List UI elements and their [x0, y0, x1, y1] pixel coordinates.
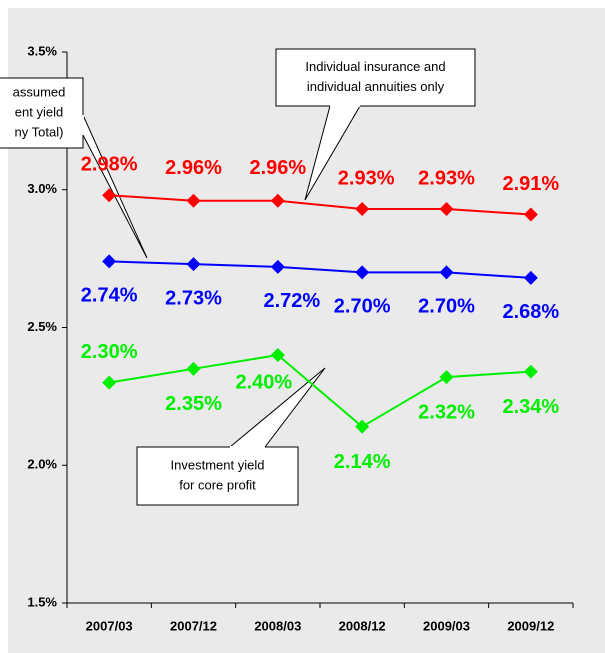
data-label: 2.74%	[81, 285, 138, 307]
data-point	[270, 348, 285, 363]
data-point	[270, 259, 285, 274]
data-label: 2.93%	[418, 167, 475, 189]
series-line	[109, 260, 531, 279]
annotation: assumed	[13, 84, 66, 99]
data-label: 2.14%	[334, 451, 391, 473]
data-label: 2.35%	[165, 393, 222, 415]
data-label: 2.70%	[418, 296, 475, 318]
x-tick-label: 2007/03	[86, 618, 133, 633]
y-tick-label: 2.0%	[27, 457, 57, 472]
annotation: individual annuities only	[307, 79, 445, 94]
callout-box	[136, 446, 299, 506]
data-point	[355, 265, 370, 280]
data-point	[102, 188, 117, 203]
x-tick-label: 2007/12	[170, 618, 217, 633]
data-point	[355, 202, 370, 217]
data-point	[439, 202, 454, 217]
data-point	[439, 370, 454, 385]
data-label: 2.93%	[338, 167, 395, 189]
data-point	[523, 364, 538, 379]
data-label: 2.40%	[235, 371, 292, 393]
data-point	[270, 193, 285, 208]
y-tick-label: 1.5%	[27, 594, 57, 609]
data-label: 2.96%	[249, 157, 306, 179]
data-label: 2.72%	[263, 290, 320, 312]
data-point	[186, 193, 201, 208]
x-tick-label: 2008/03	[254, 618, 301, 633]
data-point	[186, 257, 201, 272]
series-line	[109, 353, 531, 428]
data-point	[523, 270, 538, 285]
callout-box	[0, 77, 84, 149]
annotation: Investment yield	[171, 457, 265, 472]
x-tick-label: 2009/12	[507, 618, 554, 633]
data-label: 2.91%	[502, 173, 559, 195]
annotation: Individual insurance and	[305, 59, 445, 74]
y-tick-label: 2.5%	[27, 319, 57, 334]
data-point	[439, 265, 454, 280]
data-label: 2.32%	[418, 401, 475, 423]
annotation: for core profit	[179, 477, 256, 492]
data-label: 2.96%	[165, 157, 222, 179]
data-label: 2.70%	[334, 296, 391, 318]
chart-background	[8, 8, 605, 653]
data-label: 2.98%	[81, 154, 138, 176]
callout-box	[275, 48, 476, 107]
data-point	[186, 361, 201, 376]
data-point	[102, 254, 117, 269]
x-tick-label: 2009/03	[423, 618, 470, 633]
data-point	[355, 419, 370, 434]
y-tick-label: 3.5%	[27, 43, 57, 58]
data-point	[523, 207, 538, 222]
annotation: ny Total)	[15, 124, 64, 139]
data-label: 2.73%	[165, 287, 222, 309]
annotation: ent yield	[15, 104, 63, 119]
data-label: 2.34%	[502, 396, 559, 418]
y-tick-label: 3.0%	[27, 181, 57, 196]
x-tick-label: 2008/12	[339, 618, 386, 633]
data-label: 2.30%	[81, 341, 138, 363]
data-label: 2.68%	[502, 301, 559, 323]
data-point	[102, 375, 117, 390]
series-line	[109, 194, 531, 216]
